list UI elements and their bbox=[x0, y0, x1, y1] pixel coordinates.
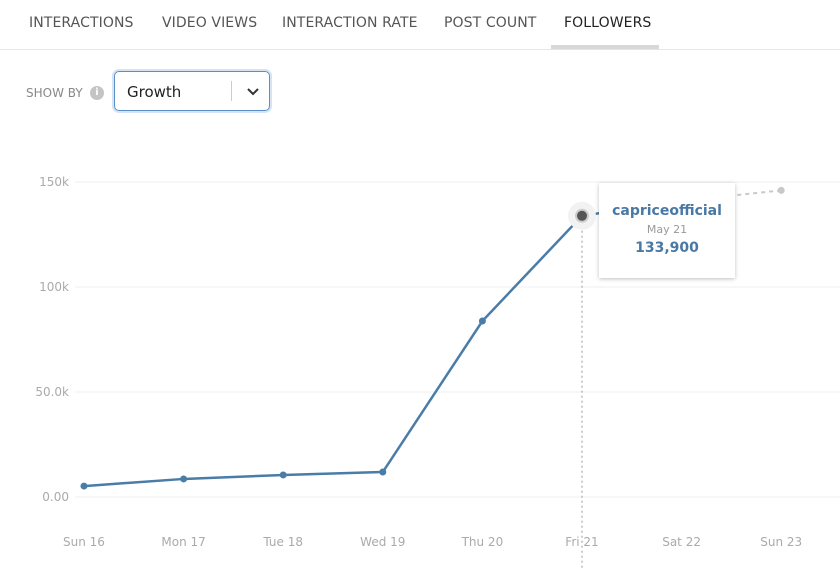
active-tab-indicator bbox=[551, 45, 659, 49]
chart-tooltip: capriceofficial May 21 133,900 bbox=[599, 183, 735, 278]
tab-post-count[interactable]: POST COUNT bbox=[444, 15, 537, 31]
x-tick-label: Sun 23 bbox=[760, 535, 802, 549]
tooltip-value: 133,900 bbox=[635, 240, 699, 256]
tooltip-date: May 21 bbox=[646, 223, 688, 236]
data-point bbox=[180, 475, 188, 483]
info-icon[interactable]: i bbox=[90, 86, 104, 100]
tab-video-views[interactable]: VIDEO VIEWS bbox=[162, 15, 258, 31]
data-point bbox=[478, 317, 486, 325]
y-tick-label: 150k bbox=[39, 175, 69, 189]
data-point bbox=[279, 471, 287, 479]
y-tick-label: 0.00 bbox=[42, 490, 69, 504]
data-point bbox=[80, 482, 88, 490]
x-tick-label: Sun 16 bbox=[63, 535, 105, 549]
y-tick-label: 100k bbox=[39, 280, 69, 294]
x-tick-label: Tue 18 bbox=[262, 535, 303, 549]
data-point bbox=[777, 186, 785, 194]
metric-tabs: INTERACTIONS VIDEO VIEWS INTERACTION RAT… bbox=[0, 0, 840, 50]
divider bbox=[231, 81, 232, 101]
data-point bbox=[575, 208, 589, 223]
tooltip-account: capriceofficial bbox=[612, 203, 722, 219]
tab-interactions[interactable]: INTERACTIONS bbox=[29, 15, 134, 31]
data-point bbox=[379, 468, 387, 476]
series-line bbox=[83, 199, 682, 488]
tab-followers[interactable]: FOLLOWERS bbox=[564, 15, 652, 31]
chevron-down-icon bbox=[247, 88, 259, 96]
show-by-select[interactable]: Growth bbox=[114, 71, 270, 111]
x-tick-label: Mon 17 bbox=[161, 535, 205, 549]
show-by-label: SHOW BY bbox=[26, 86, 83, 100]
selected-value: Growth bbox=[127, 83, 182, 101]
x-tick-label: Wed 19 bbox=[360, 535, 405, 549]
y-tick-label: 50.0k bbox=[35, 385, 69, 399]
tab-interaction-rate[interactable]: INTERACTION RATE bbox=[282, 15, 418, 31]
x-tick-label: Sat 22 bbox=[662, 535, 701, 549]
x-tick-label: Thu 20 bbox=[461, 535, 504, 549]
